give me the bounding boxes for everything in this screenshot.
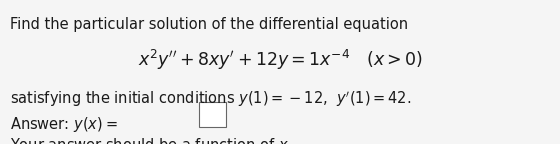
Text: $y'(1) = 42.$: $y'(1) = 42.$ (336, 89, 412, 109)
Text: Find the particular solution of the differential equation: Find the particular solution of the diff… (10, 17, 408, 32)
Text: satisfying the initial conditions $y(1) = -12$,: satisfying the initial conditions $y(1) … (10, 89, 328, 108)
Text: Your answer should be a function of $x$.: Your answer should be a function of $x$. (10, 137, 292, 144)
Text: $x^2y'' + 8xy' + 12y = 1x^{-4}\quad (x > 0)$: $x^2y'' + 8xy' + 12y = 1x^{-4}\quad (x >… (138, 48, 422, 72)
Text: Answer: $y(x) =$: Answer: $y(x) =$ (10, 115, 118, 134)
FancyBboxPatch shape (199, 102, 226, 127)
